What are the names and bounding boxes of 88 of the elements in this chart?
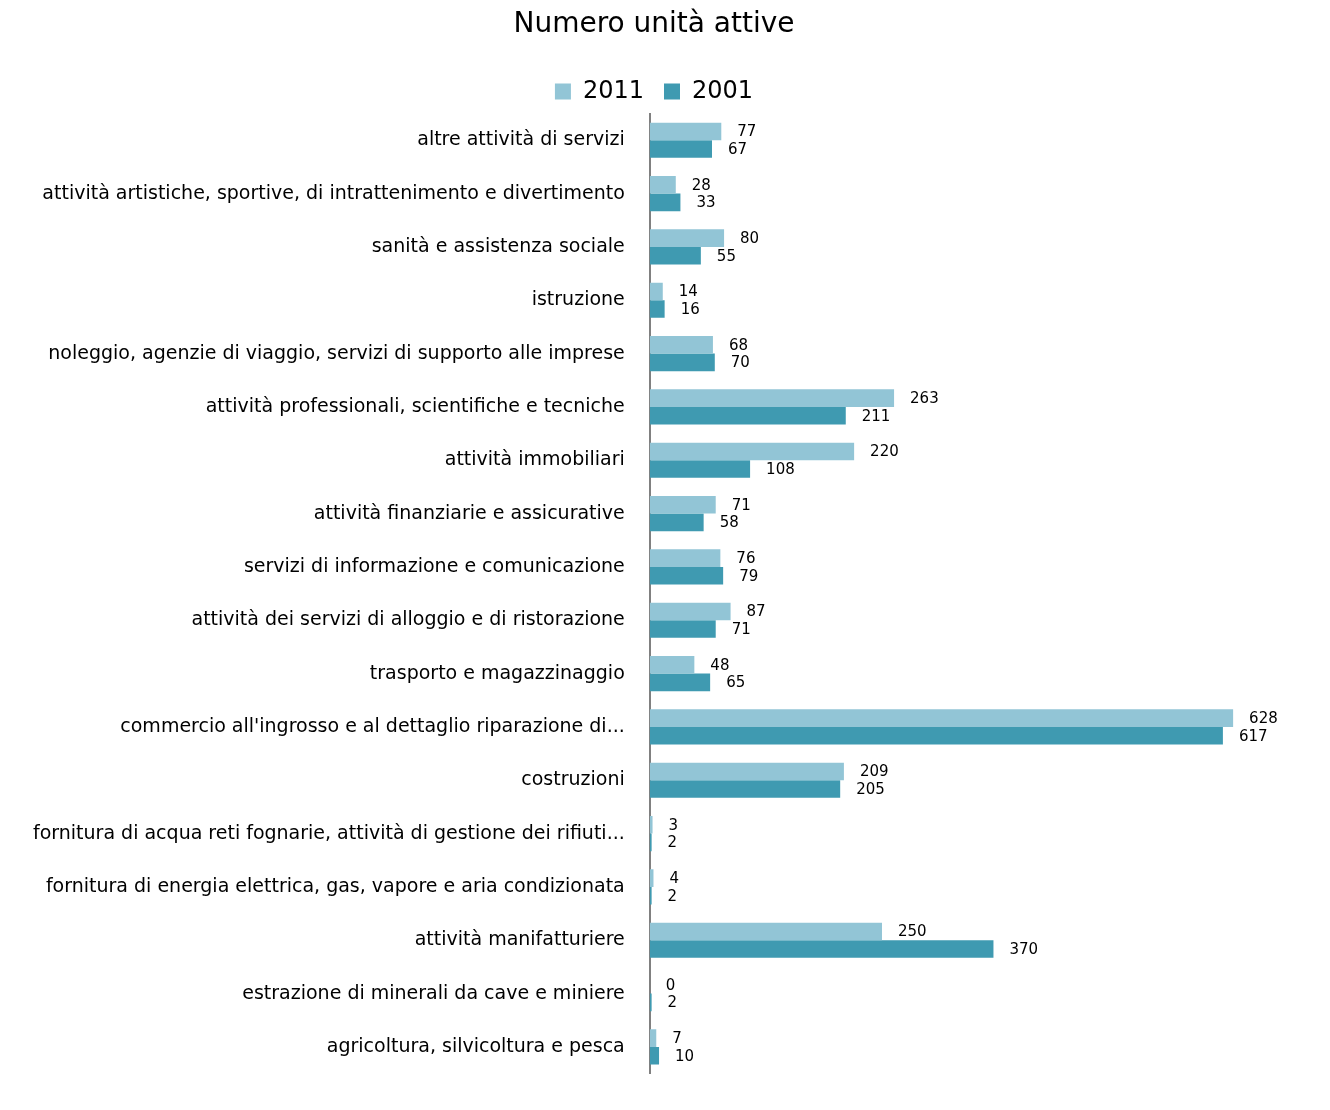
- bar: [649, 353, 715, 372]
- bar: [649, 442, 855, 461]
- data-label: 209: [859, 762, 889, 781]
- data-label: 28: [691, 175, 711, 194]
- data-label: 58: [719, 513, 739, 532]
- data-label: 80: [740, 229, 760, 248]
- y-tick-label: commercio all'ingrosso e al dettaglio riparazione di...: [120, 713, 625, 736]
- bar: [649, 780, 841, 798]
- bar: [649, 816, 653, 834]
- bar: [649, 460, 751, 478]
- bar: [649, 246, 701, 265]
- data-label: 108: [766, 459, 795, 478]
- y-tick-label: attività professionali, scientifiche e tecniche: [205, 393, 625, 416]
- y-tick-label: attività finanziarie e assicurative: [313, 500, 625, 523]
- data-label: 10: [675, 1046, 695, 1065]
- y-tick-label: fornitura di acqua reti fognarie, attività di gestione dei rifiuti...: [33, 820, 625, 843]
- data-label: 48: [710, 655, 730, 674]
- data-label: 220: [870, 442, 899, 461]
- data-label: 79: [739, 566, 759, 585]
- data-label: 7: [672, 1029, 682, 1048]
- y-tick-label: servizi di informazione e comunicazione: [243, 553, 625, 576]
- data-label: 0: [665, 975, 676, 994]
- chart-title: Numero unità attive: [513, 6, 795, 40]
- y-tick-label: altre attività di servizi: [417, 127, 625, 150]
- bar: [649, 1029, 657, 1047]
- y-tick-label: fornitura di energia elettrica, gas, vapore e aria condizionata: [45, 873, 625, 896]
- data-label: 2: [667, 993, 678, 1012]
- data-label: 263: [910, 389, 939, 408]
- y-tick-label: noleggio, agenzie di viaggio, servizi di supporto alle imprese: [48, 340, 625, 363]
- y-tick-label: istruzione: [531, 287, 625, 310]
- y-tick-label: attività artistiche, sportive, di intrattenimento e divertimento: [42, 180, 625, 203]
- data-label: 68: [728, 335, 749, 354]
- bar: [649, 389, 895, 407]
- bar: [649, 229, 725, 247]
- bar: [649, 762, 844, 781]
- data-label: 71: [731, 495, 751, 514]
- bar: [649, 406, 846, 425]
- data-label: 77: [737, 122, 757, 141]
- bar: [649, 193, 681, 212]
- bar: [649, 1046, 660, 1065]
- data-label: 70: [730, 353, 750, 372]
- data-label: 2: [667, 886, 678, 905]
- bar: [649, 673, 711, 692]
- bar: [649, 496, 716, 514]
- data-label: 205: [856, 779, 885, 798]
- data-label: 3: [668, 815, 679, 834]
- y-tick-label: agricoltura, silvicoltura e pesca: [326, 1033, 625, 1056]
- bar: [649, 513, 704, 532]
- y-tick-label: costruzioni: [521, 767, 625, 790]
- bar: [649, 922, 882, 941]
- bar: [649, 602, 731, 621]
- y-tick-label: attività manifatturiere: [414, 927, 625, 950]
- data-label: 87: [746, 602, 766, 621]
- data-label: 55: [716, 246, 736, 265]
- data-label: 14: [678, 282, 698, 301]
- data-label: 71: [731, 619, 751, 638]
- bar: [649, 282, 663, 301]
- data-label: 617: [1238, 726, 1268, 745]
- y-tick-label: sanità e assistenza sociale: [371, 233, 625, 256]
- data-label: 2: [667, 833, 678, 852]
- data-label: 211: [861, 406, 891, 425]
- data-label: 76: [736, 549, 756, 568]
- data-label: 370: [1009, 939, 1039, 958]
- y-tick-label: trasporto e magazzinaggio: [369, 660, 625, 683]
- bar: [649, 300, 665, 318]
- legend-label: 2011: [582, 75, 644, 104]
- data-label: 65: [726, 673, 746, 692]
- bar: [649, 709, 1234, 727]
- bar: [649, 122, 722, 141]
- data-label: 250: [897, 922, 927, 941]
- legend-label: 2001: [692, 75, 754, 104]
- bar: [649, 726, 1223, 745]
- y-tick-label: estrazione di minerali da cave e miniere: [242, 980, 625, 1003]
- y-tick-label: attività immobiliari: [444, 447, 625, 470]
- bar: [649, 940, 994, 958]
- bar: [649, 656, 695, 674]
- data-label: 628: [1249, 709, 1278, 728]
- bar: [649, 176, 676, 194]
- data-label: 16: [680, 299, 700, 318]
- bar: [649, 140, 712, 158]
- bar: [649, 620, 716, 638]
- bar: [649, 336, 713, 354]
- bar: [649, 549, 721, 567]
- data-label: 67: [728, 139, 748, 158]
- y-tick-label: attività dei servizi di alloggio e di ristorazione: [191, 607, 625, 630]
- data-label: 4: [669, 869, 680, 888]
- bar: [649, 566, 724, 585]
- data-label: 33: [696, 193, 716, 212]
